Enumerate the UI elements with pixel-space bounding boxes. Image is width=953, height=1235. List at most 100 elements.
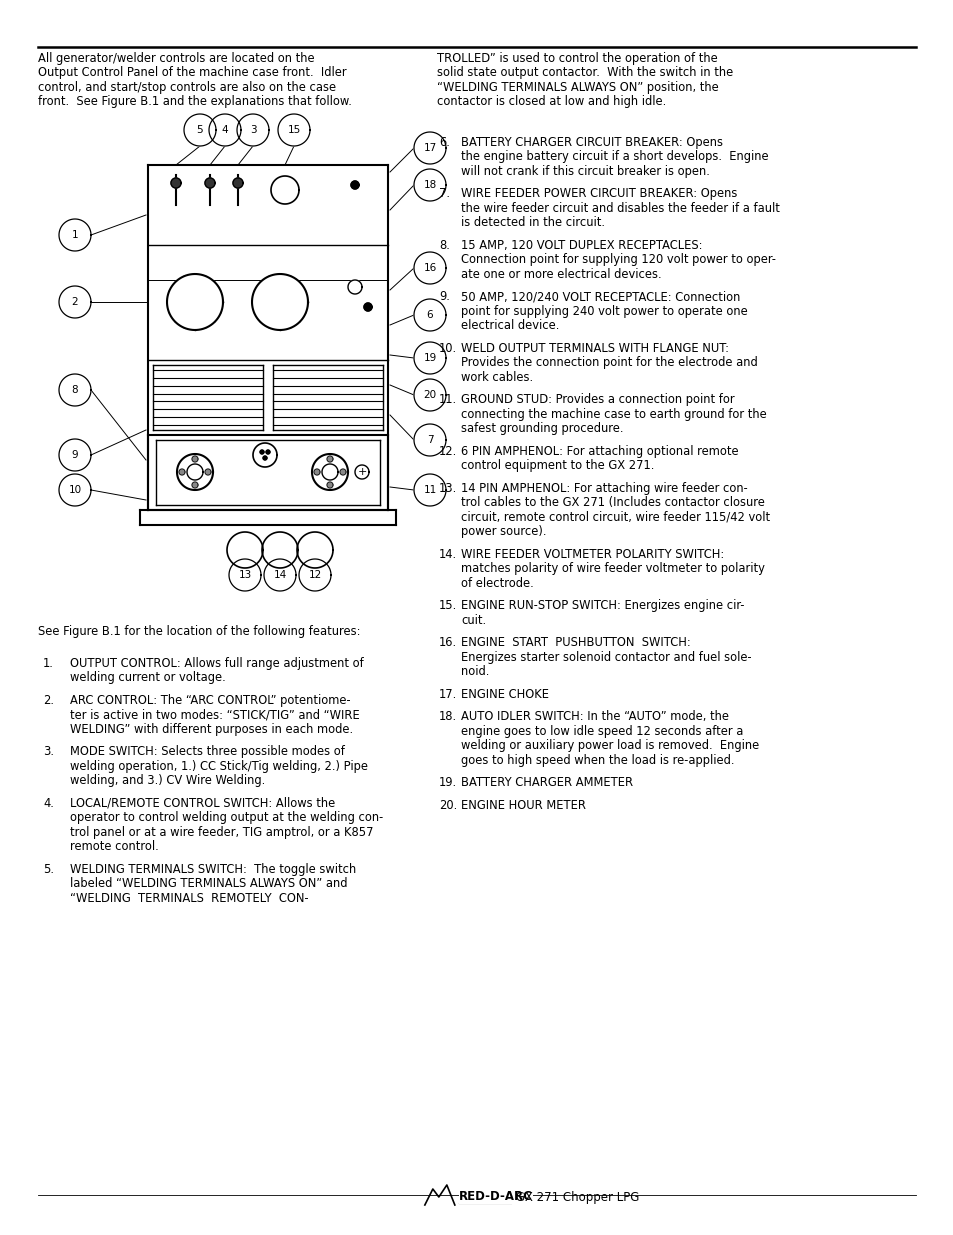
- Text: ARC CONTROL: The “ARC CONTROL” potentiome-: ARC CONTROL: The “ARC CONTROL” potentiom…: [71, 694, 351, 706]
- Text: WIRE FEEDER VOLTMETER POLARITY SWITCH:: WIRE FEEDER VOLTMETER POLARITY SWITCH:: [460, 548, 723, 561]
- Text: GX 271 Chopper LPG: GX 271 Chopper LPG: [512, 1191, 639, 1203]
- Polygon shape: [209, 114, 241, 146]
- Text: GROUND STUD: Provides a connection point for: GROUND STUD: Provides a connection point…: [460, 393, 734, 406]
- Polygon shape: [229, 559, 261, 592]
- Polygon shape: [327, 482, 333, 488]
- Text: 3: 3: [250, 125, 256, 135]
- Text: matches polarity of wire feeder voltmeter to polarity: matches polarity of wire feeder voltmete…: [460, 562, 764, 576]
- Text: Provides the connection point for the electrode and: Provides the connection point for the el…: [460, 357, 757, 369]
- Polygon shape: [414, 132, 446, 164]
- Text: 19.: 19.: [438, 776, 456, 789]
- Polygon shape: [364, 303, 372, 311]
- Text: is detected in the circuit.: is detected in the circuit.: [460, 216, 604, 230]
- Polygon shape: [184, 114, 215, 146]
- Polygon shape: [205, 469, 211, 475]
- Text: 16: 16: [423, 263, 436, 273]
- Text: welding or auxiliary power load is removed.  Engine: welding or auxiliary power load is remov…: [460, 740, 759, 752]
- Text: operator to control welding output at the welding con-: operator to control welding output at th…: [71, 811, 383, 824]
- Text: 20: 20: [423, 390, 436, 400]
- Text: BATTERY CHARGER CIRCUIT BREAKER: Opens: BATTERY CHARGER CIRCUIT BREAKER: Opens: [460, 136, 722, 149]
- Text: WELD OUTPUT TERMINALS WITH FLANGE NUT:: WELD OUTPUT TERMINALS WITH FLANGE NUT:: [460, 342, 728, 354]
- Text: AUTO IDLER SWITCH: In the “AUTO” mode, the: AUTO IDLER SWITCH: In the “AUTO” mode, t…: [460, 710, 728, 724]
- Text: noid.: noid.: [460, 666, 489, 678]
- Text: welding current or voltage.: welding current or voltage.: [71, 672, 226, 684]
- Text: All generator/welder controls are located on the: All generator/welder controls are locate…: [38, 52, 314, 65]
- Text: BATTERY CHARGER AMMETER: BATTERY CHARGER AMMETER: [460, 776, 633, 789]
- Polygon shape: [414, 424, 446, 456]
- Text: ENGINE RUN-STOP SWITCH: Energizes engine cir-: ENGINE RUN-STOP SWITCH: Energizes engine…: [460, 599, 743, 613]
- Text: RED-D-ARC: RED-D-ARC: [458, 1191, 532, 1203]
- Text: 20.: 20.: [438, 799, 456, 811]
- Polygon shape: [314, 469, 319, 475]
- Text: WELDING TERMINALS SWITCH:  The toggle switch: WELDING TERMINALS SWITCH: The toggle swi…: [71, 863, 356, 876]
- Text: control equipment to the GX 271.: control equipment to the GX 271.: [460, 459, 654, 472]
- Polygon shape: [59, 219, 91, 251]
- Polygon shape: [253, 443, 276, 467]
- Text: 6: 6: [426, 310, 433, 320]
- Polygon shape: [177, 454, 213, 490]
- Polygon shape: [271, 177, 298, 204]
- Text: ter is active in two modes: “STICK/TIG” and “WIRE: ter is active in two modes: “STICK/TIG” …: [71, 709, 359, 721]
- Text: ENGINE HOUR METER: ENGINE HOUR METER: [460, 799, 585, 811]
- Text: circuit, remote control circuit, wire feeder 115/42 volt: circuit, remote control circuit, wire fe…: [460, 511, 769, 524]
- Polygon shape: [179, 469, 185, 475]
- Text: 3.: 3.: [43, 746, 54, 758]
- Text: 17.: 17.: [438, 688, 456, 700]
- Text: “WELDING TERMINALS ALWAYS ON” position, the: “WELDING TERMINALS ALWAYS ON” position, …: [436, 80, 718, 94]
- Polygon shape: [59, 374, 91, 406]
- Polygon shape: [236, 114, 269, 146]
- Text: solid state output contactor.  With the switch in the: solid state output contactor. With the s…: [436, 67, 733, 79]
- Polygon shape: [322, 464, 337, 480]
- Text: point for supplying 240 volt power to operate one: point for supplying 240 volt power to op…: [460, 305, 747, 317]
- Polygon shape: [298, 559, 331, 592]
- Text: OUTPUT CONTROL: Allows full range adjustment of: OUTPUT CONTROL: Allows full range adjust…: [71, 657, 363, 669]
- Text: 15 AMP, 120 VOLT DUPLEX RECEPTACLES:: 15 AMP, 120 VOLT DUPLEX RECEPTACLES:: [460, 238, 701, 252]
- Polygon shape: [260, 450, 264, 454]
- Polygon shape: [339, 469, 346, 475]
- Text: TROLLED” is used to control the operation of the: TROLLED” is used to control the operatio…: [436, 52, 717, 65]
- Text: 12: 12: [308, 571, 321, 580]
- Text: 1: 1: [71, 230, 78, 240]
- Text: 12.: 12.: [438, 445, 456, 458]
- Text: will not crank if this circuit breaker is open.: will not crank if this circuit breaker i…: [460, 165, 709, 178]
- Polygon shape: [59, 287, 91, 317]
- Polygon shape: [414, 342, 446, 374]
- Polygon shape: [252, 274, 308, 330]
- Polygon shape: [192, 456, 198, 462]
- Text: 18: 18: [423, 180, 436, 190]
- Polygon shape: [59, 474, 91, 506]
- Text: 13: 13: [238, 571, 252, 580]
- Polygon shape: [414, 379, 446, 411]
- Polygon shape: [355, 466, 369, 479]
- Text: 4.: 4.: [43, 797, 54, 810]
- Text: front.  See Figure B.1 and the explanations that follow.: front. See Figure B.1 and the explanatio…: [38, 95, 352, 109]
- Text: contactor is closed at low and high idle.: contactor is closed at low and high idle…: [436, 95, 665, 109]
- Text: See Figure B.1 for the location of the following features:: See Figure B.1 for the location of the f…: [38, 625, 360, 638]
- Text: work cables.: work cables.: [460, 370, 533, 384]
- Text: +: +: [357, 467, 366, 477]
- Text: 14 PIN AMPHENOL: For attaching wire feeder con-: 14 PIN AMPHENOL: For attaching wire feed…: [460, 482, 747, 495]
- Text: 14.: 14.: [438, 548, 456, 561]
- Text: 17: 17: [423, 143, 436, 153]
- Text: 8: 8: [71, 385, 78, 395]
- Text: goes to high speed when the load is re-applied.: goes to high speed when the load is re-a…: [460, 753, 734, 767]
- Text: control, and start/stop controls are also on the case: control, and start/stop controls are als…: [38, 80, 335, 94]
- Polygon shape: [171, 178, 181, 188]
- Text: welding, and 3.) CV Wire Welding.: welding, and 3.) CV Wire Welding.: [71, 774, 265, 788]
- Text: 18.: 18.: [438, 710, 456, 724]
- Polygon shape: [312, 454, 348, 490]
- Text: 1.: 1.: [43, 657, 54, 669]
- Text: 7: 7: [426, 435, 433, 445]
- Polygon shape: [277, 114, 310, 146]
- Text: 50 AMP, 120/240 VOLT RECEPTACLE: Connection: 50 AMP, 120/240 VOLT RECEPTACLE: Connect…: [460, 290, 740, 304]
- Text: 5: 5: [196, 125, 203, 135]
- Polygon shape: [414, 169, 446, 201]
- Text: labeled “WELDING TERMINALS ALWAYS ON” and: labeled “WELDING TERMINALS ALWAYS ON” an…: [71, 877, 347, 890]
- Text: 16.: 16.: [438, 636, 456, 650]
- Text: “WELDING  TERMINALS  REMOTELY  CON-: “WELDING TERMINALS REMOTELY CON-: [71, 892, 309, 905]
- Text: 4: 4: [221, 125, 228, 135]
- Text: Output Control Panel of the machine case front.  Idler: Output Control Panel of the machine case…: [38, 67, 347, 79]
- Polygon shape: [59, 438, 91, 471]
- Text: engine goes to low idle speed 12 seconds after a: engine goes to low idle speed 12 seconds…: [460, 725, 742, 737]
- Polygon shape: [264, 559, 295, 592]
